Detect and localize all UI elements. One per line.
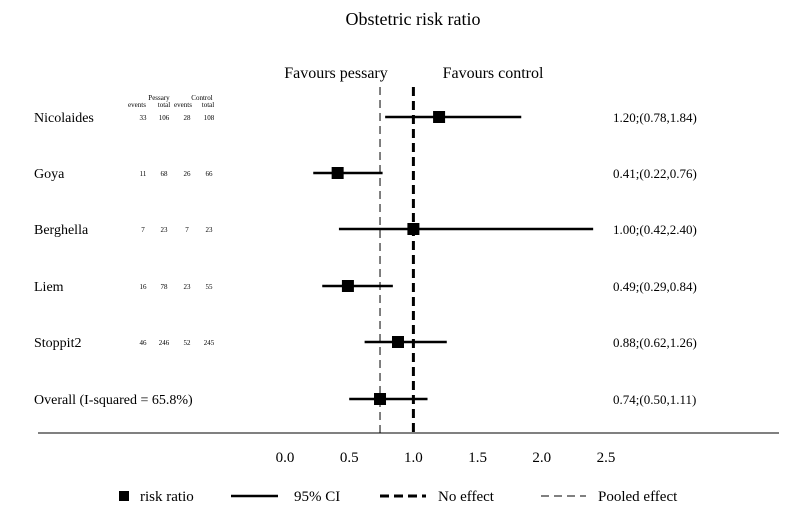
- legend-risk-ratio-label: risk ratio: [140, 489, 194, 505]
- legend-pooled-label: Pooled effect: [598, 489, 678, 505]
- x-axis: 0.0 0.5 1.0 1.5 2.0 2.5: [38, 432, 779, 466]
- control-events-value: 26: [184, 170, 192, 178]
- pessary-events-value: 16: [140, 283, 148, 291]
- col-header-pessary-events: events: [128, 101, 146, 109]
- pessary-total-value: 68: [161, 170, 169, 178]
- control-events-value: 52: [184, 339, 192, 347]
- legend-no-effect-label: No effect: [438, 489, 495, 505]
- pessary-total-value: 246: [159, 339, 170, 347]
- study-name: Liem: [34, 280, 64, 295]
- x-tick-label: 1.5: [468, 450, 487, 466]
- risk-ratio-marker: [331, 167, 344, 179]
- control-events-value: 7: [185, 226, 189, 234]
- x-tick-label: 0.0: [276, 450, 295, 466]
- pessary-group-header: Pessary: [148, 94, 170, 102]
- control-group-header: Control: [191, 94, 212, 102]
- control-total-value: 23: [206, 226, 214, 234]
- pessary-events-value: 11: [140, 170, 147, 178]
- risk-ratio-marker: [374, 393, 387, 405]
- ci-value-label: 1.20;(0.78,1.84): [613, 110, 697, 125]
- chart-title: Obstetric risk ratio: [346, 9, 481, 29]
- pessary-events-value: 46: [140, 339, 148, 347]
- reference-lines: [379, 87, 415, 433]
- x-tick-label: 2.5: [597, 450, 616, 466]
- study-name: Stoppit2: [34, 336, 81, 351]
- pessary-events-value: 7: [141, 226, 145, 234]
- risk-ratio-marker: [407, 223, 420, 235]
- risk-ratio-marker: [391, 336, 404, 348]
- favours-pessary-label: Favours pessary: [284, 65, 388, 82]
- pessary-total-value: 78: [161, 283, 169, 291]
- x-tick-label: 1.0: [404, 450, 423, 466]
- legend-ci-label: 95% CI: [294, 489, 340, 505]
- x-tick-label: 0.5: [340, 450, 359, 466]
- study-name: Nicolaides: [34, 111, 94, 126]
- pessary-total-value: 23: [161, 226, 169, 234]
- col-header-pessary-total: total: [158, 101, 170, 109]
- ci-value-label: 0.49;(0.29,0.84): [613, 279, 697, 294]
- study-name: Berghella: [34, 223, 89, 238]
- study-rows: Nicolaides 33 106 28 108 1.20;(0.78,1.84) Goya…: [34, 110, 697, 408]
- pessary-events-value: 33: [140, 114, 148, 122]
- control-total-value: 55: [206, 283, 214, 291]
- control-events-value: 23: [184, 283, 192, 291]
- favours-control-label: Favours control: [443, 65, 544, 82]
- overall-label: Overall (I-squared = 65.8%): [34, 393, 193, 408]
- col-header-control-events: events: [174, 101, 192, 109]
- risk-ratio-marker: [341, 280, 354, 292]
- control-total-value: 245: [204, 339, 215, 347]
- x-tick-label: 2.0: [532, 450, 551, 466]
- control-total-value: 66: [206, 170, 214, 178]
- legend-square-swatch: [119, 491, 129, 501]
- ci-value-label: 1.00;(0.42,2.40): [613, 222, 697, 237]
- ci-value-label: 0.88;(0.62,1.26): [613, 335, 697, 350]
- ci-value-label: 0.74;(0.50,1.11): [613, 392, 696, 407]
- col-header-control-total: total: [202, 101, 214, 109]
- ci-value-label: 0.41;(0.22,0.76): [613, 166, 697, 181]
- control-events-value: 28: [184, 114, 192, 122]
- study-name: Goya: [34, 167, 65, 182]
- legend: risk ratio 95% CI No effect Pooled effect: [119, 489, 678, 505]
- estimate-marks: [313, 111, 594, 405]
- control-total-value: 108: [204, 114, 215, 122]
- pessary-total-value: 106: [159, 114, 170, 122]
- risk-ratio-marker: [433, 111, 446, 123]
